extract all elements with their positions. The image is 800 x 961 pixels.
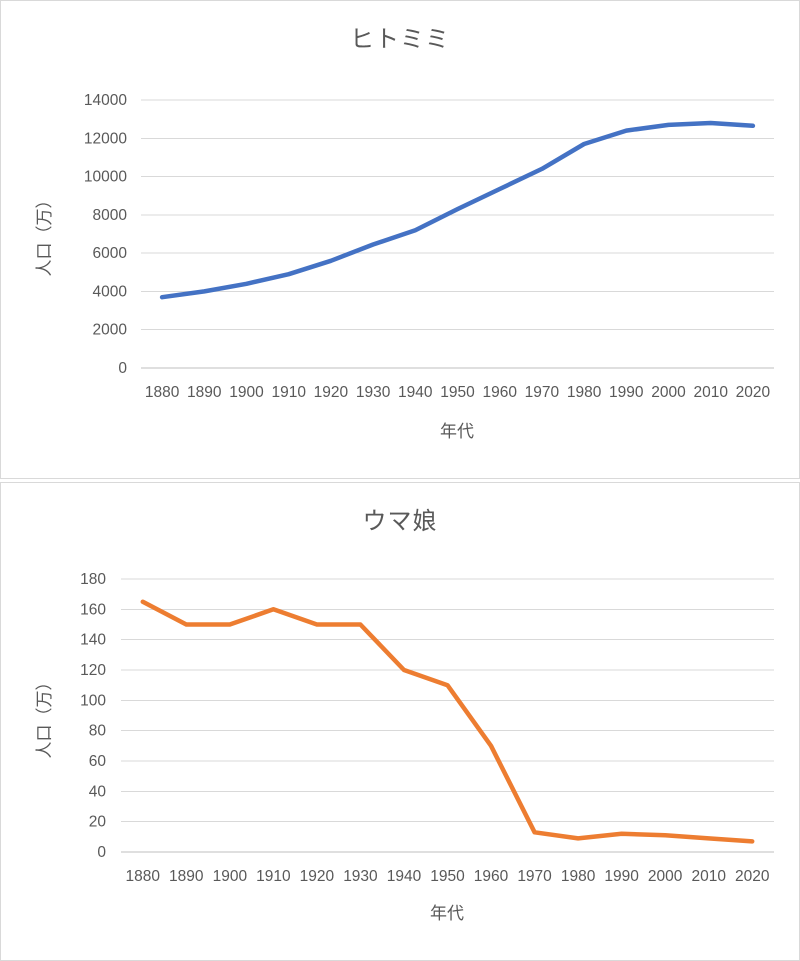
y-tick-label: 10000 — [84, 169, 127, 186]
x-tick-label: 1920 — [300, 868, 335, 885]
plot-area: 0 20 40 60 80 100 120 140 160 180 1880 1890 1900 1910… — [80, 571, 774, 885]
y-tick-label: 140 — [80, 632, 106, 649]
x-tick-label: 1980 — [567, 384, 602, 401]
y-tick-label: 0 — [97, 844, 106, 861]
x-tick-label: 1890 — [169, 868, 204, 885]
y-tick-label: 6000 — [93, 245, 128, 262]
y-tick-label: 120 — [80, 662, 106, 679]
y-tick-label: 14000 — [84, 92, 127, 109]
x-tick-label: 1990 — [609, 384, 644, 401]
x-tick-label: 1930 — [356, 384, 391, 401]
y-tick-label: 100 — [80, 692, 106, 709]
x-tick-label: 2000 — [651, 384, 686, 401]
x-tick-label: 2010 — [693, 384, 728, 401]
x-tick-label: 1880 — [145, 384, 180, 401]
y-tick-label: 12000 — [84, 130, 127, 147]
x-tick-label: 1960 — [482, 384, 517, 401]
x-tick-label: 1930 — [343, 868, 378, 885]
y-tick-label: 80 — [89, 723, 107, 740]
x-tick-label: 2020 — [736, 384, 771, 401]
chart-card-umamusume: ウマ娘 人口（万） 0 20 40 60 80 100 120 140 160 180 1880 18… — [0, 482, 800, 961]
x-tick-label: 1960 — [474, 868, 509, 885]
x-axis-title: 年代 — [430, 904, 464, 923]
x-tick-label: 1940 — [398, 384, 433, 401]
x-axis-title: 年代 — [440, 422, 474, 441]
chart-title: ウマ娘 — [362, 508, 438, 535]
y-tick-label: 40 — [89, 783, 107, 800]
x-tick-label: 1910 — [256, 868, 291, 885]
series-line — [140, 599, 755, 844]
x-tick-label: 2020 — [735, 868, 770, 885]
chart-title: ヒトミミ — [350, 26, 450, 53]
x-tick-label: 1900 — [213, 868, 248, 885]
x-tick-label: 1950 — [430, 868, 465, 885]
y-tick-label: 60 — [89, 753, 107, 770]
x-tick-label: 1890 — [187, 384, 222, 401]
x-tick-label: 1920 — [314, 384, 349, 401]
y-tick-label: 160 — [80, 601, 106, 618]
series-line — [159, 120, 756, 300]
chart-card-hitomimi: ヒトミミ 人口（万） 0 2000 4000 6000 8000 10000 12000 14… — [0, 0, 800, 479]
x-tick-label: 1880 — [126, 868, 161, 885]
x-tick-label: 1980 — [561, 868, 596, 885]
x-tick-label: 1990 — [604, 868, 639, 885]
x-tick-label: 1970 — [517, 868, 552, 885]
x-tick-label: 1970 — [525, 384, 560, 401]
x-tick-label: 1940 — [387, 868, 422, 885]
x-tick-label: 1900 — [229, 384, 264, 401]
y-tick-label: 4000 — [93, 283, 128, 300]
plot-area: 0 2000 4000 6000 8000 10000 12000 14000 1880 1890… — [84, 92, 774, 401]
x-tick-label: 2000 — [648, 868, 683, 885]
x-tick-label: 1950 — [440, 384, 475, 401]
y-tick-label: 20 — [89, 814, 107, 831]
x-tick-label: 1910 — [271, 384, 306, 401]
y-tick-label: 180 — [80, 571, 106, 588]
y-tick-label: 8000 — [93, 207, 128, 224]
y-tick-label: 2000 — [93, 322, 128, 339]
y-tick-label: 0 — [118, 360, 127, 377]
x-tick-label: 2010 — [691, 868, 726, 885]
